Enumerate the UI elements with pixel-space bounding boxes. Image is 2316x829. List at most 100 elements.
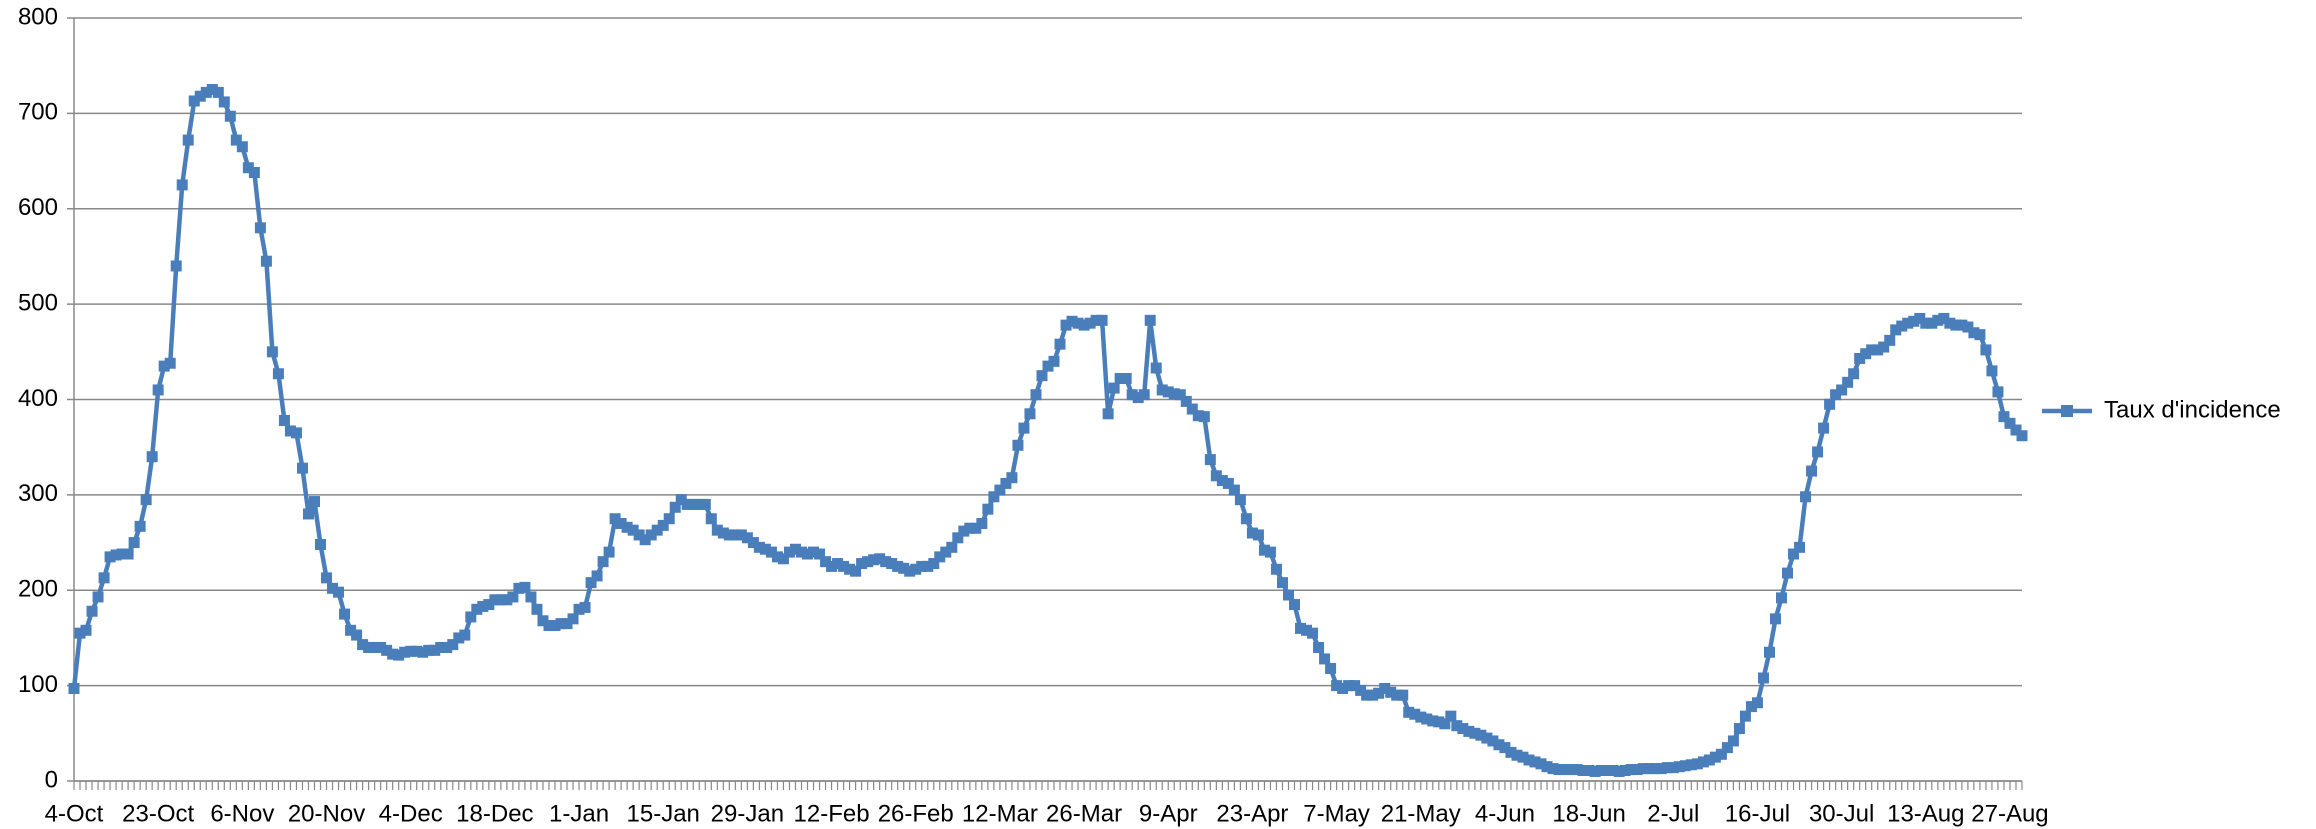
marker xyxy=(248,167,260,179)
marker xyxy=(1715,748,1727,760)
marker xyxy=(663,513,675,525)
marker xyxy=(525,591,537,603)
marker xyxy=(1517,751,1529,763)
marker xyxy=(699,498,711,510)
x-tick-label: 4-Dec xyxy=(379,800,443,827)
marker xyxy=(315,538,327,550)
marker xyxy=(1433,716,1445,728)
x-tick-label: 1-Jan xyxy=(549,800,609,827)
marker xyxy=(302,508,314,520)
marker xyxy=(1763,646,1775,658)
marker xyxy=(110,549,122,561)
marker xyxy=(651,524,663,536)
marker xyxy=(1872,344,1884,356)
marker xyxy=(687,498,699,510)
marker xyxy=(567,613,579,625)
marker xyxy=(1860,348,1872,360)
marker xyxy=(1216,475,1228,487)
marker xyxy=(537,615,549,627)
marker xyxy=(832,558,844,570)
marker xyxy=(1950,319,1962,331)
marker xyxy=(1457,723,1469,735)
marker xyxy=(2004,417,2016,429)
marker xyxy=(1138,389,1150,401)
marker xyxy=(74,627,86,639)
marker xyxy=(555,618,567,630)
marker xyxy=(489,594,501,606)
marker xyxy=(910,563,922,575)
marker xyxy=(735,529,747,541)
marker xyxy=(627,524,639,536)
marker xyxy=(1222,477,1234,489)
marker xyxy=(711,524,723,536)
marker xyxy=(1836,384,1848,396)
marker xyxy=(639,534,651,546)
marker xyxy=(1643,763,1655,775)
marker xyxy=(1114,373,1126,385)
marker xyxy=(1246,527,1258,539)
series-line xyxy=(71,87,2024,774)
marker xyxy=(1980,344,1992,356)
marker xyxy=(86,605,98,617)
marker xyxy=(1192,410,1204,422)
marker xyxy=(1012,439,1024,451)
marker xyxy=(585,577,597,589)
marker xyxy=(789,543,801,555)
marker xyxy=(1733,723,1745,735)
marker xyxy=(351,629,363,641)
marker xyxy=(339,608,351,620)
x-tick-label: 4-Oct xyxy=(45,800,104,827)
marker xyxy=(501,594,513,606)
marker xyxy=(1499,742,1511,754)
marker xyxy=(284,425,296,437)
marker xyxy=(188,95,200,107)
marker xyxy=(230,134,242,146)
marker xyxy=(260,255,272,267)
marker xyxy=(2016,430,2028,442)
marker xyxy=(1890,324,1902,336)
marker xyxy=(1619,765,1631,777)
marker xyxy=(1535,758,1547,770)
y-tick-label: 800 xyxy=(18,3,58,30)
marker xyxy=(802,548,814,560)
marker xyxy=(1295,622,1307,634)
marker xyxy=(80,624,92,636)
x-tick-label: 4-Jun xyxy=(1475,800,1535,827)
marker xyxy=(483,599,495,611)
marker xyxy=(146,451,158,463)
marker xyxy=(1078,319,1090,331)
marker xyxy=(308,496,320,508)
marker xyxy=(1373,687,1385,699)
y-tick-label: 0 xyxy=(45,766,58,793)
marker xyxy=(717,527,729,539)
marker xyxy=(321,572,333,584)
marker xyxy=(928,558,940,570)
marker xyxy=(1601,765,1613,777)
marker xyxy=(2010,424,2022,436)
marker xyxy=(777,553,789,565)
marker xyxy=(387,648,399,660)
marker xyxy=(1469,727,1481,739)
marker xyxy=(597,556,609,568)
marker xyxy=(1108,382,1120,394)
marker xyxy=(1385,686,1397,698)
marker xyxy=(459,629,471,641)
marker xyxy=(1403,706,1415,718)
marker xyxy=(1451,720,1463,732)
marker xyxy=(795,546,807,558)
x-tick-label: 18-Dec xyxy=(456,800,533,827)
marker xyxy=(1776,592,1788,604)
marker xyxy=(1529,756,1541,768)
marker xyxy=(1553,764,1565,776)
marker xyxy=(1938,312,1950,324)
marker xyxy=(278,414,290,426)
marker xyxy=(1607,765,1619,777)
marker xyxy=(880,556,892,568)
marker xyxy=(1679,760,1691,772)
marker xyxy=(1397,689,1409,701)
marker xyxy=(254,222,266,234)
marker xyxy=(1956,319,1968,331)
marker xyxy=(122,548,134,560)
marker xyxy=(1926,317,1938,329)
marker xyxy=(212,86,224,98)
